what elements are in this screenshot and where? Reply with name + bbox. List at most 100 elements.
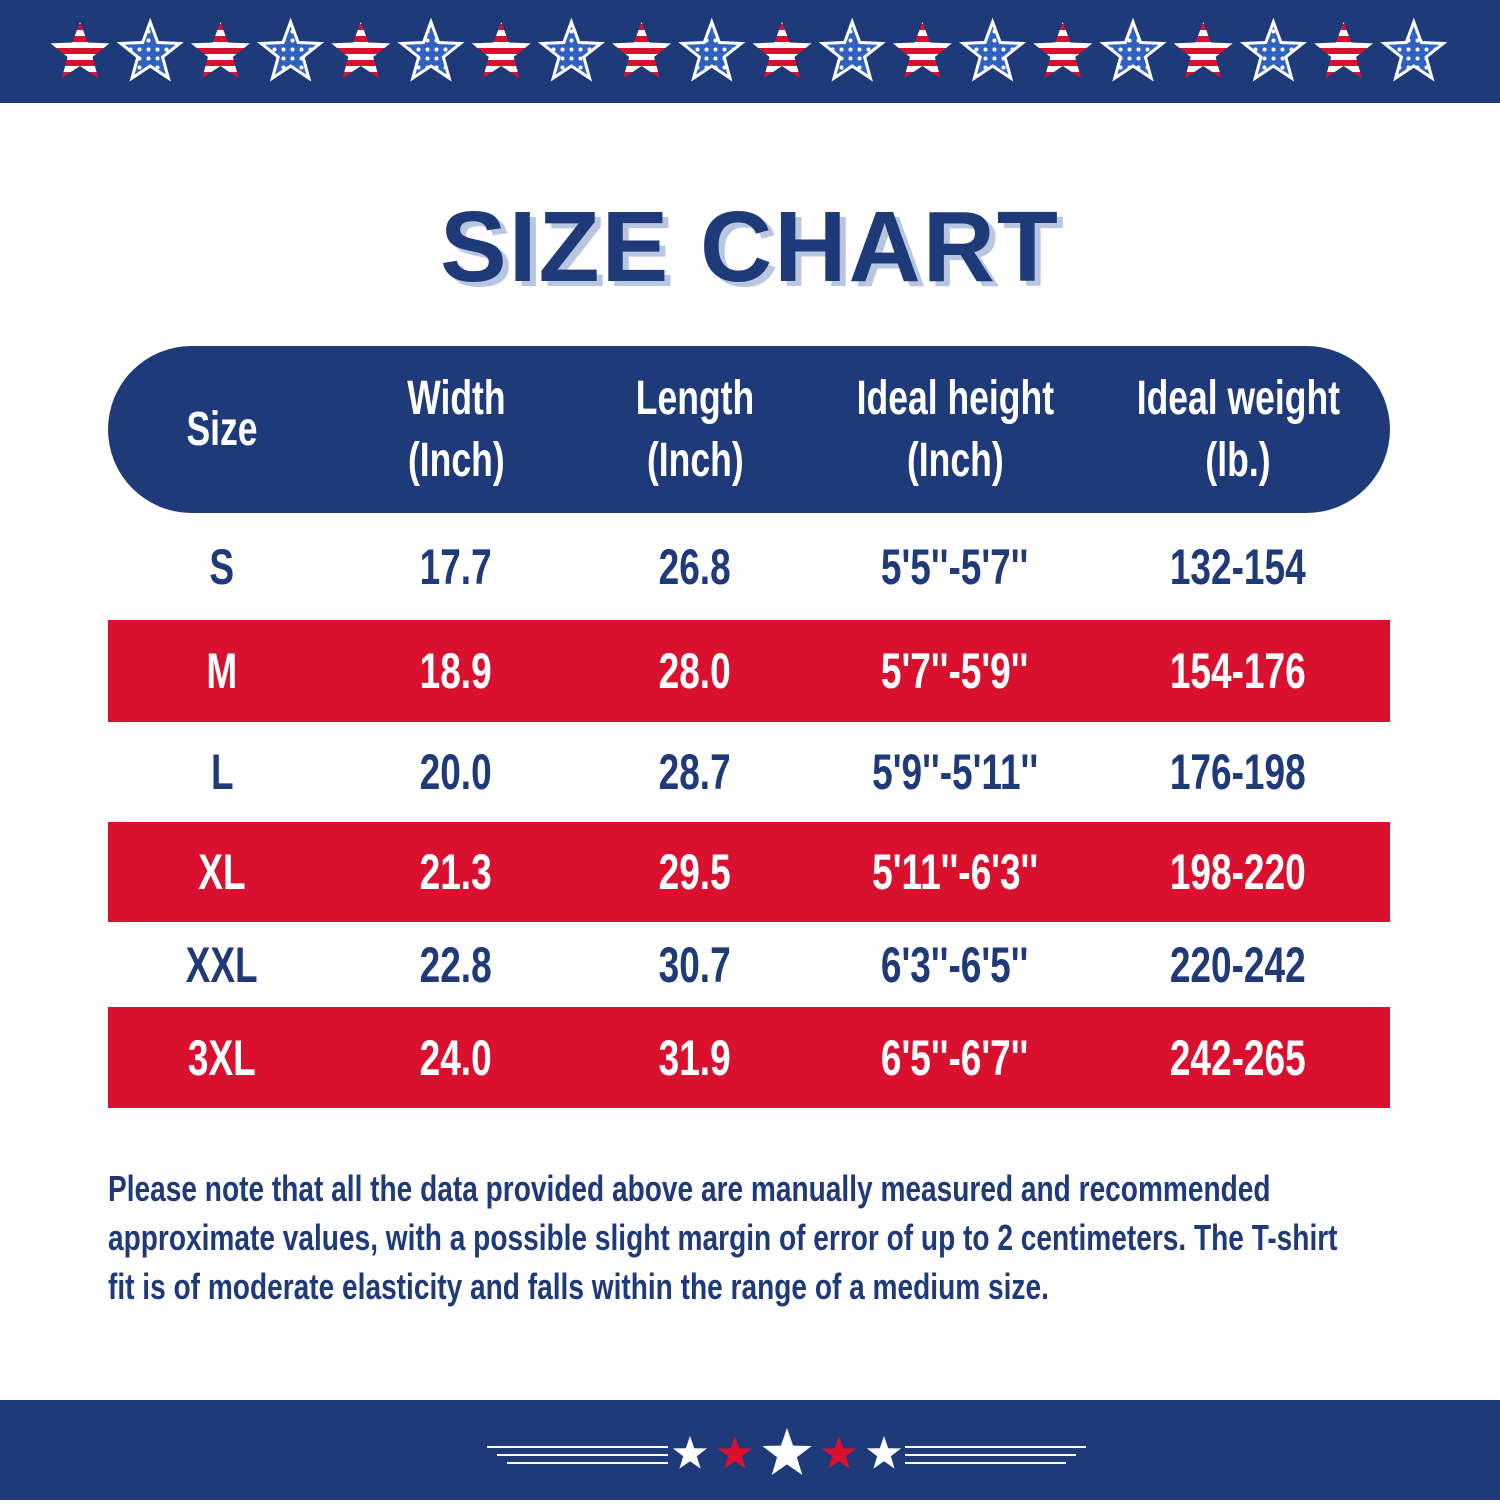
table-cell: 6'5''-6'7'' <box>855 1007 1055 1108</box>
table-cell: S <box>122 513 322 620</box>
star <box>678 17 746 82</box>
cell-text: 6'5''-6'7'' <box>881 1029 1029 1086</box>
cell-text: 31.9 <box>658 1029 732 1086</box>
table-cell: 21.3 <box>356 822 556 922</box>
table-cell: 28.0 <box>595 620 795 722</box>
table-cell: 20.0 <box>356 722 556 822</box>
bottom-banner <box>0 1400 1500 1500</box>
cell-text: 6'3''-6'5'' <box>881 936 1029 993</box>
header-cell: Size <box>122 346 322 513</box>
bottom-ornament <box>487 1428 1086 1475</box>
cell-text: 30.7 <box>658 936 732 993</box>
note-line: approximate values, with a possible slig… <box>108 1217 1338 1258</box>
title: SIZE CHART <box>440 191 1060 303</box>
cell-text: 176-198 <box>1170 744 1306 800</box>
table-cell: M <box>122 620 322 722</box>
cell-text: 3XL <box>188 1029 256 1086</box>
table-cell: 24.0 <box>356 1007 556 1108</box>
star <box>821 1436 857 1469</box>
cell-text: L <box>210 744 234 800</box>
cell-text: 154-176 <box>1170 643 1306 699</box>
cell-text: 18.9 <box>419 643 493 699</box>
cell-text: 28.7 <box>658 744 732 800</box>
table-cell: 176-198 <box>1138 722 1338 822</box>
table-cell: L <box>122 722 322 822</box>
header-cell: Length (Inch) <box>595 346 795 513</box>
table-cell: 5'5''-5'7'' <box>855 513 1055 620</box>
cell-text: S <box>209 538 235 595</box>
table-cell: XXL <box>122 922 322 1007</box>
note-line: fit is of moderate elasticity and falls … <box>108 1266 1049 1307</box>
star <box>672 1436 708 1469</box>
star <box>50 22 110 79</box>
header-text: (Inch) <box>646 433 744 487</box>
cell-text: M <box>206 643 238 699</box>
star <box>762 1428 812 1475</box>
table-cell: 22.8 <box>356 922 556 1007</box>
star <box>959 17 1027 82</box>
table-row: XL 21.3 29.5 5'11''-6'3'' 198-220 <box>108 822 1390 922</box>
header-cell: Width (Inch) <box>356 346 556 513</box>
table-cell: 242-265 <box>1138 1007 1338 1108</box>
table-cell: 17.7 <box>356 513 556 620</box>
star <box>537 17 605 82</box>
cell-text: 5'9''-5'11'' <box>872 744 1038 800</box>
table-cell: 5'7''-5'9'' <box>855 620 1055 722</box>
table-row: S 17.7 26.8 5'5''-5'7'' 132-154 <box>108 513 1390 620</box>
star <box>1314 22 1374 79</box>
table-cell: 5'9''-5'11'' <box>855 722 1055 822</box>
star <box>331 22 391 79</box>
header-cell: Ideal height (Inch) <box>855 346 1055 513</box>
top-banner <box>0 0 1500 103</box>
cell-text: XXL <box>186 936 258 993</box>
star <box>1099 17 1167 82</box>
table-cell: 154-176 <box>1138 620 1338 722</box>
header-text: Size <box>186 402 258 456</box>
cell-text: 132-154 <box>1170 538 1306 595</box>
star <box>1033 22 1093 79</box>
header-cell: Ideal weight (lb.) <box>1136 346 1340 513</box>
cell-text: 17.7 <box>419 538 493 595</box>
table-cell: 3XL <box>122 1007 322 1108</box>
table-row: M 18.9 28.0 5'7''-5'9'' 154-176 <box>108 620 1390 722</box>
cell-text: 220-242 <box>1170 936 1306 993</box>
table-cell: 18.9 <box>356 620 556 722</box>
star <box>752 22 812 79</box>
header-text: Width <box>406 371 506 425</box>
cell-text: 28.0 <box>658 643 732 699</box>
table-cell: 31.9 <box>595 1007 795 1108</box>
table-row: XXL 22.8 30.7 6'3''-6'5'' 220-242 <box>108 922 1390 1007</box>
table-cell: 132-154 <box>1138 513 1338 620</box>
star <box>717 1436 753 1469</box>
table-cell: 28.7 <box>595 722 795 822</box>
table-cell: 220-242 <box>1138 922 1338 1007</box>
header-text: Ideal weight <box>1136 371 1340 425</box>
cell-text: 5'11''-6'3'' <box>872 844 1038 900</box>
table-cell: 29.5 <box>595 822 795 922</box>
star <box>190 22 250 79</box>
cell-text: 5'7''-5'9'' <box>881 643 1029 699</box>
star <box>866 1436 902 1469</box>
star <box>397 17 465 82</box>
table-row: 3XL 24.0 31.9 6'5''-6'7'' 242-265 <box>108 1007 1390 1108</box>
table-cell: 5'11''-6'3'' <box>855 822 1055 922</box>
cell-text: 198-220 <box>1170 844 1306 900</box>
header-text: (Inch) <box>906 433 1004 487</box>
cell-text: XL <box>198 844 246 900</box>
star <box>818 17 886 82</box>
ornament-lines <box>487 1446 1086 1464</box>
header-text: Length <box>635 371 755 425</box>
star <box>1239 17 1307 82</box>
cell-text: 242-265 <box>1170 1029 1306 1086</box>
header-text: Ideal height <box>856 371 1054 425</box>
cell-text: 24.0 <box>419 1029 493 1086</box>
header-text: (lb.) <box>1205 433 1271 487</box>
star <box>1380 17 1448 82</box>
table-cell: XL <box>122 822 322 922</box>
cell-text: 5'5''-5'7'' <box>881 538 1029 595</box>
table-header: Size Width (Inch) Length (Inch) Ideal height (… <box>108 346 1390 513</box>
star <box>257 17 325 82</box>
star <box>116 17 184 82</box>
table-row: L 20.0 28.7 5'9''-5'11'' 176-198 <box>108 722 1390 822</box>
